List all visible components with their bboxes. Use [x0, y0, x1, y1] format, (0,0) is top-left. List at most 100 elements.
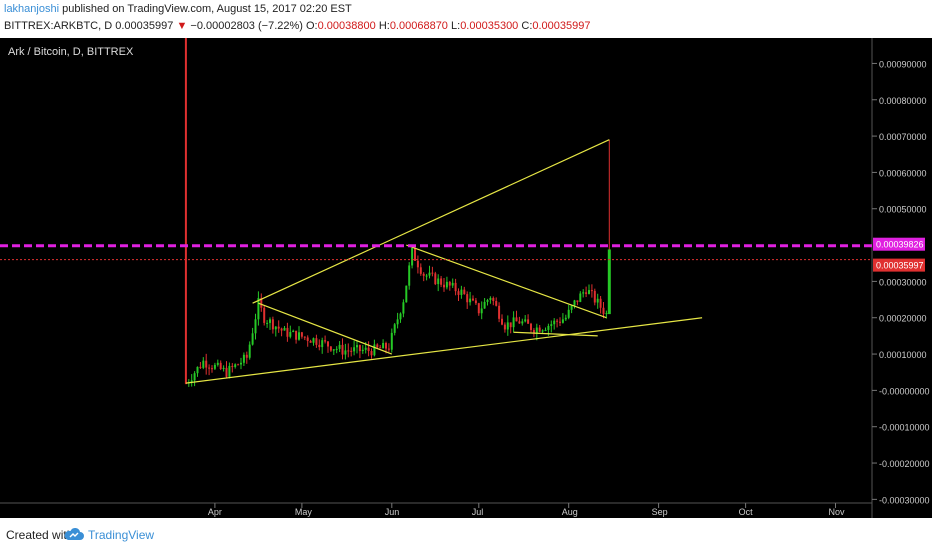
candle-body	[295, 330, 298, 340]
candle-body	[416, 260, 419, 268]
y-tick-label: -0.00020000	[879, 459, 930, 469]
candle-body	[237, 364, 240, 366]
candle-body	[518, 321, 521, 324]
candle-body	[524, 319, 527, 322]
candle-body	[190, 380, 193, 383]
candle-body	[477, 303, 480, 314]
candle-body	[483, 301, 486, 309]
candle-body	[428, 272, 431, 276]
candle-body	[266, 322, 269, 324]
created-with-label: Created with	[6, 528, 74, 542]
candle-body	[553, 320, 556, 325]
candle-body	[431, 272, 434, 274]
candle-body	[344, 350, 347, 355]
trendline	[406, 244, 607, 319]
candle-body	[312, 338, 315, 343]
candle-body	[387, 348, 390, 350]
candle-body	[602, 307, 605, 315]
candle-body	[280, 328, 283, 331]
candle-body	[222, 367, 225, 369]
y-tick-label: -0.00000000	[879, 386, 930, 396]
candle-body	[437, 278, 440, 285]
candle-body	[579, 293, 582, 302]
candle-body	[466, 294, 469, 303]
published-text: published on TradingView.com, August 15,…	[62, 3, 352, 15]
candle-body	[370, 351, 373, 356]
high-value: 0.00068870	[389, 20, 448, 32]
trendline	[258, 302, 393, 355]
breakout-candle-body	[607, 249, 611, 315]
candle-body	[338, 344, 341, 349]
low-value: 0.00035300	[460, 20, 519, 32]
candle-body	[588, 290, 590, 294]
candle-body	[445, 281, 448, 288]
author-link[interactable]: lakhanjoshi	[4, 3, 60, 15]
tradingview-cloud-logo-icon[interactable]	[64, 526, 84, 542]
price-chart[interactable]: Ark / Bitcoin, D, BITTREX 0.000900000.00…	[0, 38, 932, 518]
drawing-overlays	[184, 38, 703, 384]
candle-body	[271, 319, 274, 330]
candle-body	[590, 290, 593, 292]
candle-body	[251, 333, 254, 345]
open-value: 0.00038800	[317, 20, 376, 32]
close-value: 0.00035997	[532, 20, 591, 32]
candle-body	[309, 341, 312, 343]
candle-body	[530, 323, 532, 330]
candle-body	[196, 366, 199, 374]
y-tick-label: 0.00080000	[879, 96, 927, 106]
candle-body	[277, 326, 280, 329]
y-tick-label: -0.00030000	[879, 495, 930, 505]
candle-body	[454, 282, 457, 292]
candle-body	[248, 344, 251, 358]
candle-body	[509, 322, 512, 328]
candle-body	[550, 324, 553, 326]
price-change: −0.00002803 (−7.22%)	[190, 20, 303, 32]
y-tick-label: -0.00010000	[879, 423, 930, 433]
candle-body	[535, 327, 538, 334]
candle-body	[382, 342, 385, 349]
candle-body	[332, 349, 335, 351]
candle-body	[199, 366, 202, 368]
candle-body	[329, 346, 332, 351]
candle-body	[347, 350, 350, 352]
price-levels: 0.00039826 0.00035997	[0, 237, 925, 272]
candle-body	[205, 360, 208, 368]
candle-body	[228, 365, 231, 377]
candle-body	[472, 298, 474, 301]
candle-body	[269, 319, 271, 323]
candle-body	[231, 365, 234, 367]
candle-body	[300, 332, 303, 337]
candle-body	[213, 364, 216, 369]
candle-body	[358, 345, 361, 352]
candle-body	[512, 317, 515, 328]
footer: Created with TradingView	[0, 518, 932, 550]
candle-body	[292, 330, 295, 332]
candle-body	[335, 348, 338, 350]
candle-body	[402, 302, 405, 314]
candle-body	[599, 298, 602, 308]
price-label-box	[873, 258, 925, 272]
candle-body	[486, 299, 489, 302]
down-arrow-icon: ▼	[176, 20, 188, 32]
y-axis-ticks: 0.00090000 0.00080000 0.00070000 0.00060000…	[872, 59, 930, 505]
candle-body	[321, 340, 324, 348]
x-tick-label: Nov	[829, 507, 846, 517]
candle-body	[399, 313, 402, 320]
candle-body	[376, 344, 379, 348]
candle-body	[408, 265, 411, 286]
candle-body	[289, 331, 292, 337]
price-label-box	[873, 237, 925, 251]
candle-body	[474, 300, 477, 304]
candle-body	[225, 367, 228, 377]
candle-body	[396, 319, 399, 325]
candle-body	[460, 289, 463, 295]
candle-body	[184, 383, 187, 385]
candle-body	[306, 337, 309, 342]
tradingview-brand-link[interactable]: TradingView	[88, 528, 155, 542]
candle-body	[414, 247, 416, 261]
candle-body	[350, 350, 353, 352]
candle-body	[202, 360, 205, 368]
candle-body	[373, 344, 376, 356]
candle-body	[547, 325, 550, 330]
y-tick-label: 0.00030000	[879, 277, 927, 287]
